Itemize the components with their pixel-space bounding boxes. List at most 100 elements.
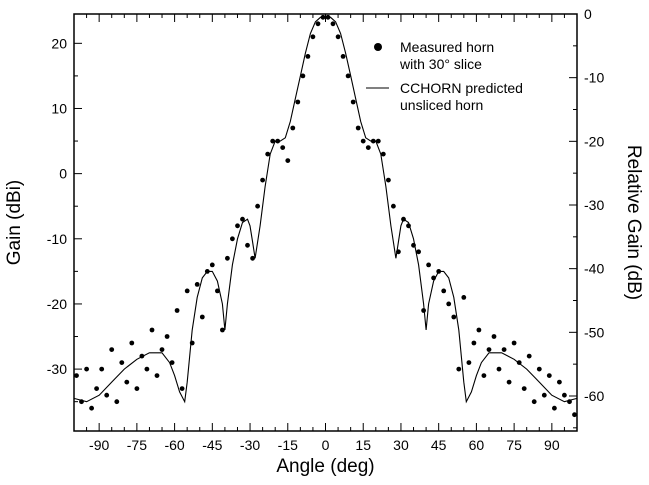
y2-tick-label: -60 bbox=[584, 388, 604, 404]
point-measured bbox=[265, 151, 271, 157]
point-measured bbox=[149, 327, 155, 333]
y-tick-label: -20 bbox=[47, 296, 67, 312]
legend-label-predicted-line1: CCHORN predicted bbox=[400, 80, 523, 96]
point-measured bbox=[159, 347, 165, 352]
point-measured bbox=[84, 366, 89, 372]
point-measured bbox=[79, 399, 84, 405]
point-measured bbox=[144, 366, 150, 372]
y-tick-label: 20 bbox=[51, 35, 67, 51]
y2-tick-label: 0 bbox=[584, 6, 592, 22]
axis-labels: -90 -75 -60 -45 -30 -15 0 15 30 45 60 75 90 20 10 0 -10 -… bbox=[47, 6, 605, 453]
x-tick-label: -60 bbox=[164, 437, 184, 453]
point-measured bbox=[557, 379, 562, 385]
point-measured bbox=[134, 386, 140, 391]
point-measured bbox=[396, 249, 401, 255]
point-measured bbox=[74, 373, 79, 378]
legend-label-measured-line1: Measured horn bbox=[400, 39, 494, 55]
point-measured bbox=[340, 54, 346, 59]
x-tick-label: -75 bbox=[127, 437, 147, 453]
point-measured bbox=[451, 314, 457, 320]
point-measured bbox=[295, 99, 301, 105]
plot-frame bbox=[73, 13, 578, 432]
point-measured bbox=[124, 379, 130, 385]
point-measured bbox=[260, 177, 265, 183]
point-measured bbox=[567, 399, 572, 405]
point-measured bbox=[526, 353, 532, 359]
point-measured bbox=[436, 269, 442, 274]
point-measured bbox=[330, 21, 336, 27]
x-tick-label: 45 bbox=[431, 437, 447, 453]
point-measured bbox=[245, 242, 250, 248]
legend-marker-measured bbox=[374, 43, 382, 51]
point-measured bbox=[325, 14, 331, 20]
point-measured bbox=[305, 54, 311, 59]
point-measured bbox=[481, 373, 487, 378]
point-measured bbox=[360, 138, 366, 144]
x-tick-label: -45 bbox=[202, 437, 222, 453]
axis-ticks bbox=[74, 13, 577, 431]
point-measured bbox=[501, 347, 507, 352]
point-measured bbox=[89, 405, 94, 411]
point-measured bbox=[401, 216, 406, 222]
y-tick-label: -30 bbox=[47, 361, 67, 377]
point-measured bbox=[209, 262, 215, 268]
point-measured bbox=[426, 262, 431, 268]
point-measured bbox=[275, 138, 281, 144]
point-measured bbox=[270, 138, 276, 144]
x-axis-title: Angle (deg) bbox=[276, 456, 374, 477]
point-measured bbox=[350, 99, 356, 105]
point-measured bbox=[250, 255, 256, 261]
y2-axis-title: Relative Gain (dB) bbox=[623, 145, 644, 300]
x-tick-label: 30 bbox=[393, 437, 409, 453]
point-measured bbox=[300, 73, 306, 79]
point-measured bbox=[164, 334, 170, 339]
point-measured bbox=[446, 301, 452, 307]
point-measured bbox=[220, 327, 225, 333]
point-measured bbox=[380, 151, 386, 157]
point-measured bbox=[280, 145, 286, 151]
x-tick-label: -90 bbox=[89, 437, 109, 453]
point-measured bbox=[391, 203, 396, 209]
x-tick-label: 15 bbox=[355, 437, 371, 453]
point-measured bbox=[119, 360, 125, 365]
point-measured bbox=[225, 255, 230, 261]
point-measured bbox=[461, 295, 467, 300]
point-measured bbox=[240, 216, 245, 222]
point-measured bbox=[486, 347, 492, 352]
point-measured bbox=[315, 21, 321, 27]
y-tick-label: 10 bbox=[51, 100, 67, 116]
point-measured bbox=[189, 340, 195, 346]
y2-tick-label: -40 bbox=[584, 261, 604, 277]
legend-label-measured-line2: with 30° slice bbox=[399, 56, 482, 72]
point-measured bbox=[456, 366, 462, 372]
point-measured bbox=[199, 314, 205, 320]
legend: Measured horn with 30° slice CCHORN pred… bbox=[366, 39, 523, 113]
point-measured bbox=[99, 366, 105, 372]
point-measured bbox=[421, 308, 426, 313]
point-measured bbox=[335, 34, 341, 40]
point-measured bbox=[496, 366, 502, 372]
point-measured bbox=[255, 203, 260, 209]
point-measured bbox=[536, 366, 542, 372]
series-line-cchorn-predicted bbox=[73, 15, 578, 404]
plot-series bbox=[73, 14, 578, 418]
y2-tick-label: -30 bbox=[584, 197, 604, 213]
point-measured bbox=[441, 288, 447, 294]
point-measured bbox=[285, 158, 291, 164]
point-measured bbox=[531, 399, 537, 405]
point-measured bbox=[139, 353, 145, 359]
point-measured bbox=[471, 340, 477, 346]
point-measured bbox=[230, 236, 235, 242]
x-tick-label: 75 bbox=[506, 437, 522, 453]
point-measured bbox=[466, 360, 472, 365]
x-tick-label: 0 bbox=[322, 437, 330, 453]
x-tick-label: -30 bbox=[240, 437, 260, 453]
point-measured bbox=[506, 379, 512, 385]
x-tick-label: -15 bbox=[278, 437, 298, 453]
point-measured bbox=[411, 242, 416, 248]
point-measured bbox=[370, 138, 376, 144]
point-measured bbox=[365, 145, 371, 151]
point-measured bbox=[104, 392, 110, 398]
point-measured bbox=[355, 125, 361, 131]
